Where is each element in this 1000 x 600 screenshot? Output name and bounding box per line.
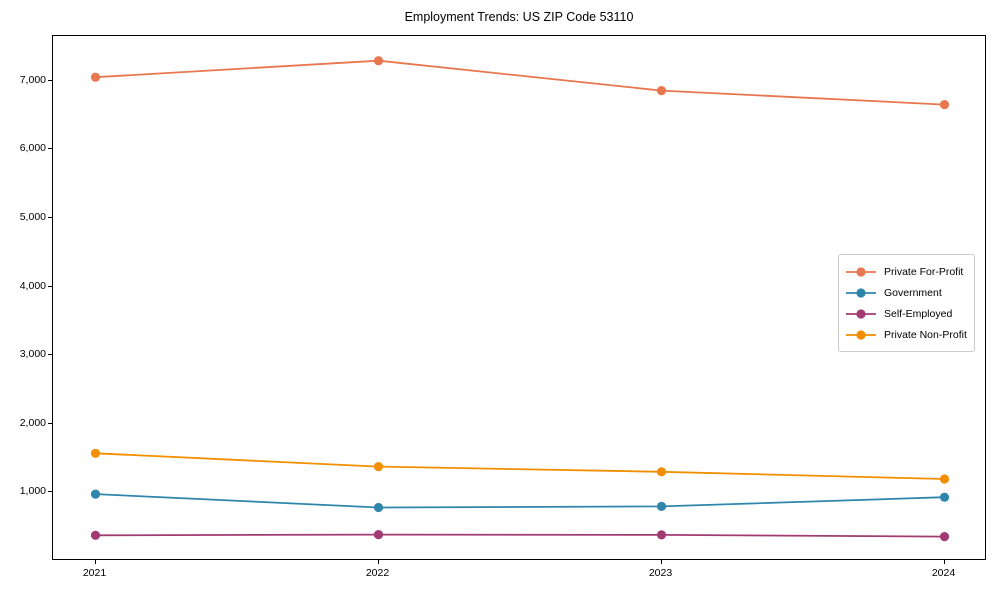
legend-item-private-for-profit: Private For-Profit xyxy=(845,261,966,282)
y-tick-label: 6,000 xyxy=(19,142,46,155)
x-tick-mark xyxy=(94,560,96,564)
legend-label: Government xyxy=(884,286,942,299)
y-tick-label: 1,000 xyxy=(19,485,46,498)
data-point xyxy=(373,56,384,66)
data-point xyxy=(939,492,950,502)
y-tick-mark xyxy=(48,285,52,287)
plot-area xyxy=(52,35,986,560)
legend-marker-icon xyxy=(846,329,876,340)
legend: Private For-Profit Government Self-Employe… xyxy=(838,254,975,352)
legend-label: Private Non-Profit xyxy=(884,328,967,341)
y-tick-mark xyxy=(48,491,52,493)
series-line-self-employed xyxy=(95,533,945,538)
data-point xyxy=(656,501,667,511)
data-point xyxy=(90,530,101,540)
y-tick-mark xyxy=(48,148,52,150)
y-tick-label: 5,000 xyxy=(19,210,46,223)
data-point xyxy=(939,474,950,484)
chart-title: Employment Trends: US ZIP Code 53110 xyxy=(404,10,634,24)
data-point xyxy=(90,72,101,82)
data-point xyxy=(90,489,101,499)
data-point xyxy=(373,502,384,513)
x-tick-mark xyxy=(377,560,379,564)
legend-marker-icon xyxy=(846,287,876,298)
series-line-private-non-profit xyxy=(95,452,945,480)
y-tick-mark xyxy=(48,79,52,81)
x-tick-label: 2021 xyxy=(82,567,107,579)
x-tick-label: 2024 xyxy=(931,567,956,579)
data-point xyxy=(656,530,667,540)
y-tick-mark xyxy=(48,216,52,218)
data-point xyxy=(373,462,384,472)
y-tick-label: 4,000 xyxy=(19,279,46,292)
legend-label: Private For-Profit xyxy=(884,265,964,278)
series-line-private-for-profit xyxy=(95,59,945,106)
chart-canvas xyxy=(90,56,950,542)
data-point xyxy=(90,448,101,458)
y-tick-mark xyxy=(48,354,52,356)
legend-item-government: Government xyxy=(845,282,966,303)
x-tick-label: 2022 xyxy=(365,567,390,579)
legend-label: Self-Employed xyxy=(884,307,953,320)
data-point xyxy=(656,86,667,96)
y-tick-label: 3,000 xyxy=(19,348,46,361)
x-tick-mark xyxy=(943,560,945,564)
legend-marker-icon xyxy=(846,266,876,277)
data-point xyxy=(656,467,667,477)
y-tick-label: 2,000 xyxy=(19,416,46,429)
x-tick-label: 2023 xyxy=(648,567,673,579)
series-line-government xyxy=(95,493,945,509)
data-point xyxy=(939,532,950,542)
y-tick-label: 7,000 xyxy=(19,73,46,86)
data-point xyxy=(939,100,950,110)
data-point xyxy=(373,530,384,540)
y-tick-mark xyxy=(48,422,52,424)
legend-marker-icon xyxy=(846,308,876,319)
legend-item-private-non-profit: Private Non-Profit xyxy=(845,324,967,345)
legend-item-self-employed: Self-Employed xyxy=(845,303,966,324)
x-tick-mark xyxy=(660,560,662,564)
